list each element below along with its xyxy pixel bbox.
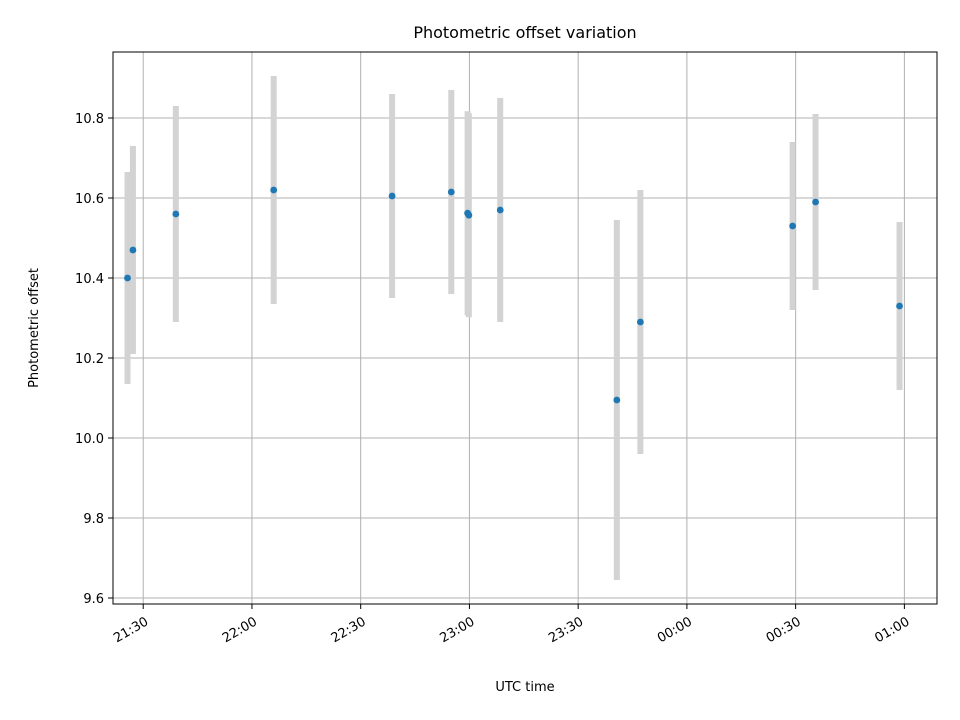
y-tick-label: 9.8: [83, 512, 104, 527]
y-tick-label: 10.6: [75, 192, 104, 207]
data-point: [129, 246, 137, 254]
y-tick-label: 10.8: [75, 112, 104, 127]
plot-frame: [112, 51, 938, 605]
chart-title: Photometric offset variation: [413, 23, 636, 42]
x-tick-label: 23:30: [546, 614, 586, 646]
error-bars: [124, 76, 903, 580]
x-axis-ticks: 21:30 22:00 22:30 23:00 23:30 00:00 00:30 01:00: [111, 604, 912, 646]
data-point: [388, 192, 396, 200]
data-point: [636, 318, 644, 326]
data-points: [124, 186, 903, 404]
y-tick-label: 10.2: [75, 352, 104, 367]
data-point: [270, 186, 278, 194]
data-point: [124, 274, 131, 282]
y-axis-ticks: 9.6 9.8 10.0 10.2 10.4 10.6 10.8: [75, 112, 113, 607]
x-tick-label: 22:30: [329, 614, 369, 646]
data-point: [613, 396, 621, 404]
data-point: [812, 198, 819, 206]
x-tick-label: 00:00: [655, 614, 695, 646]
x-tick-label: 21:30: [111, 614, 151, 646]
x-tick-label: 01:00: [872, 614, 912, 646]
y-tick-label: 9.6: [83, 592, 104, 607]
x-axis-label: UTC time: [495, 680, 554, 695]
y-tick-label: 10.0: [75, 432, 104, 447]
data-point: [789, 222, 797, 230]
data-point: [496, 206, 504, 214]
grid-lines: [113, 52, 937, 604]
data-point: [896, 302, 903, 310]
x-tick-label: 23:00: [437, 614, 477, 646]
y-axis-label: Photometric offset: [27, 268, 42, 388]
x-tick-label: 00:30: [764, 614, 804, 646]
y-tick-label: 10.4: [75, 272, 104, 287]
x-tick-label: 22:00: [220, 614, 260, 646]
data-point: [465, 211, 473, 219]
data-point: [172, 210, 180, 218]
data-point: [447, 188, 455, 196]
